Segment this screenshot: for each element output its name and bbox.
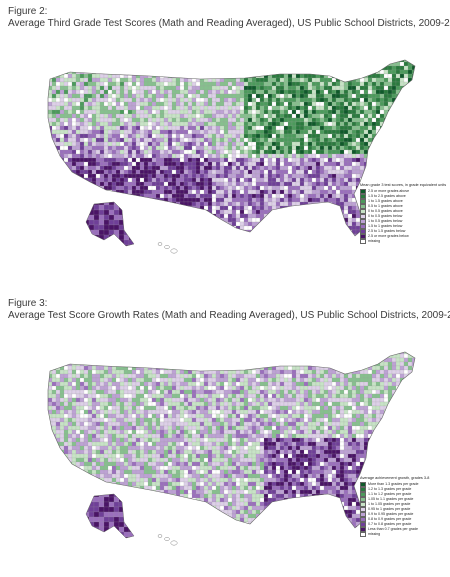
- legend-swatch: [360, 218, 366, 224]
- legend-swatch: [360, 496, 366, 502]
- legend-item: 0.95 to 1 grades per grade: [360, 506, 429, 512]
- figure-3-title: Average Test Score Growth Rates (Math an…: [8, 310, 450, 321]
- us-district-map-scores: [47, 59, 416, 254]
- legend-label: 1 to 0.5 grades below: [368, 218, 403, 223]
- legend-label: 2.5 or more grades below: [368, 233, 409, 238]
- legend-swatch: [360, 526, 366, 532]
- legend-item: 0.7 to 0.8 grades per grade: [360, 521, 429, 527]
- legend-swatch: [360, 501, 366, 507]
- legend-swatch: [360, 511, 366, 517]
- legend-item: Less than 0.7 grades per grade: [360, 526, 429, 532]
- legend-item: 1 to 1.05 grades per grade: [360, 501, 429, 507]
- legend-swatch: [360, 213, 366, 219]
- legend-label: 0.95 to 1 grades per grade: [368, 506, 411, 511]
- legend-label: 0 to 0.5 grades above: [368, 208, 403, 213]
- legend-item: 0 to 0.5 grades below: [360, 213, 446, 219]
- legend-item: 1.5 to 1 grades below: [360, 223, 446, 229]
- legend-swatch: [360, 233, 366, 239]
- legend-item: 2.5 or more grades below: [360, 233, 446, 239]
- legend-label: 0.5 to 1 grades above: [368, 203, 403, 208]
- legend-item: 2.5 to 1.5 grades below: [360, 228, 446, 234]
- legend-item: 0.9 to 0.95 grades per grade: [360, 511, 429, 517]
- figure-2-legend: Mean grade 3 test scores, in grade equiv…: [360, 183, 446, 244]
- legend-item: 1.05 to 1.1 grades per grade: [360, 496, 429, 502]
- legend-title: Mean grade 3 test scores, in grade equiv…: [360, 183, 447, 187]
- legend-item: 1.1 to 1.2 grades per grade: [360, 491, 429, 497]
- legend-item: 1 to 0.5 grades below: [360, 218, 446, 224]
- figure-3-map: [10, 326, 440, 576]
- us-district-map-growth: [47, 351, 416, 546]
- alaska-outline: [85, 493, 135, 539]
- legend-item: 1 to 1.5 grades above: [360, 198, 446, 204]
- legend-item: 0.8 to 0.9 grades per grade: [360, 516, 429, 522]
- legend-item: 1.2 to 1.3 grades per grade: [360, 486, 429, 492]
- legend-label: 0.9 to 0.95 grades per grade: [368, 511, 414, 516]
- legend-label: 1 to 1.5 grades above: [368, 198, 403, 203]
- legend-swatch: [360, 481, 366, 487]
- legend-swatch: [360, 521, 366, 527]
- legend-item: missing: [360, 531, 429, 537]
- legend-swatch: [360, 531, 366, 537]
- legend-item: 2.5 or more grades above: [360, 188, 446, 194]
- legend-label: More than 1.3 grades per grade: [368, 481, 419, 486]
- legend-label: 2.5 to 1.5 grades below: [368, 228, 406, 233]
- hawaii-islands: [157, 534, 178, 546]
- legend-label: missing: [368, 531, 381, 536]
- legend-swatch: [360, 486, 366, 492]
- legend-item: 0.5 to 1 grades above: [360, 203, 446, 209]
- alaska-outline: [85, 201, 135, 247]
- legend-swatch: [360, 238, 366, 244]
- figure-2-title: Average Third Grade Test Scores (Math an…: [8, 18, 450, 29]
- legend-swatch: [360, 506, 366, 512]
- figure-2-label: Figure 2:: [8, 6, 48, 17]
- legend-item: missing: [360, 238, 446, 244]
- legend-item: More than 1.3 grades per grade: [360, 481, 429, 487]
- legend-label: 1.2 to 1.3 grades per grade: [368, 486, 412, 491]
- legend-swatch: [360, 228, 366, 234]
- legend-label: 1 to 1.05 grades per grade: [368, 501, 411, 506]
- legend-label: 0.8 to 0.9 grades per grade: [368, 516, 412, 521]
- legend-swatch: [360, 208, 366, 214]
- legend-item: 1.5 to 2.5 grades above: [360, 193, 446, 199]
- legend-item: 0 to 0.5 grades above: [360, 208, 446, 214]
- legend-swatch: [360, 193, 366, 199]
- legend-label: 1.5 to 2.5 grades above: [368, 193, 406, 198]
- legend-swatch: [360, 188, 366, 194]
- legend-label: 1.5 to 1 grades below: [368, 223, 403, 228]
- figure-3-label: Figure 3:: [8, 298, 48, 309]
- legend-swatch: [360, 223, 366, 229]
- figure-2-map: [10, 34, 440, 284]
- legend-label: 2.5 or more grades above: [368, 188, 410, 193]
- legend-swatch: [360, 516, 366, 522]
- legend-label: 0.7 to 0.8 grades per grade: [368, 521, 412, 526]
- legend-label: Less than 0.7 grades per grade: [368, 526, 418, 531]
- legend-label: 0 to 0.5 grades below: [368, 213, 403, 218]
- legend-label: 1.1 to 1.2 grades per grade: [368, 491, 412, 496]
- legend-swatch: [360, 491, 366, 497]
- legend-title: Average achievement growth, grades 3-8: [360, 476, 430, 480]
- legend-swatch: [360, 198, 366, 204]
- legend-label: 1.05 to 1.1 grades per grade: [368, 496, 414, 501]
- legend-label: missing: [368, 238, 381, 243]
- legend-swatch: [360, 203, 366, 209]
- figure-3-legend: Average achievement growth, grades 3-8 M…: [360, 476, 429, 537]
- hawaii-islands: [157, 242, 178, 254]
